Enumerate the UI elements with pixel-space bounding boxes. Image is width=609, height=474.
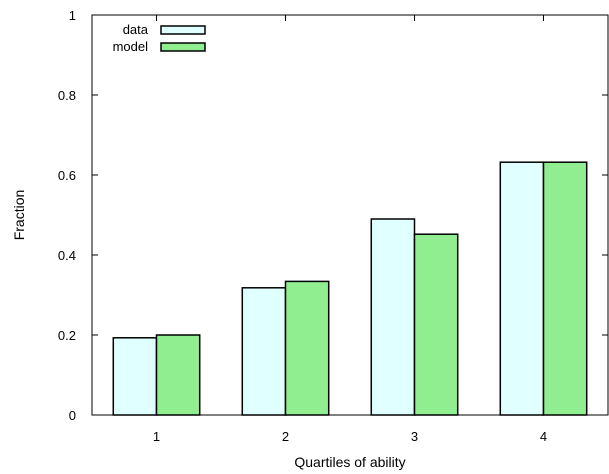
bars bbox=[112, 161, 588, 416]
plot-frame bbox=[91, 14, 609, 416]
y-tick-label: 0.8 bbox=[58, 88, 76, 103]
x-tick-label: 4 bbox=[540, 429, 547, 444]
x-tick-label: 2 bbox=[282, 429, 289, 444]
x-axis-title: Quartiles of ability bbox=[294, 454, 405, 470]
legend-label-data: data bbox=[123, 22, 149, 37]
y-axis-title: Fraction bbox=[11, 190, 27, 241]
x-tick-label: 1 bbox=[153, 429, 160, 444]
legend-label-model: model bbox=[113, 39, 149, 54]
bar-data-3 bbox=[370, 218, 416, 416]
bar-data-1 bbox=[112, 337, 158, 416]
bar-model-1 bbox=[155, 334, 201, 416]
bar-model-4 bbox=[542, 161, 588, 416]
y-tick-label: 1 bbox=[69, 8, 76, 23]
y-tick-label: 0.4 bbox=[58, 248, 76, 263]
bar-data-4 bbox=[499, 161, 545, 416]
y-tick-label: 0.6 bbox=[58, 168, 76, 183]
bar-model-3 bbox=[413, 233, 459, 416]
y-axis: 0 0.2 0.4 0.6 0.8 1 bbox=[58, 8, 608, 423]
bar-model-2 bbox=[284, 280, 330, 416]
legend: data model bbox=[113, 22, 206, 54]
y-tick-label: 0.2 bbox=[58, 328, 76, 343]
bar-data-2 bbox=[241, 287, 287, 416]
x-axis: 1 2 3 4 bbox=[153, 15, 547, 444]
y-tick-label: 0 bbox=[69, 408, 76, 423]
x-tick-label: 3 bbox=[411, 429, 418, 444]
legend-swatch-data bbox=[160, 25, 206, 35]
legend-swatch-model bbox=[160, 42, 206, 52]
